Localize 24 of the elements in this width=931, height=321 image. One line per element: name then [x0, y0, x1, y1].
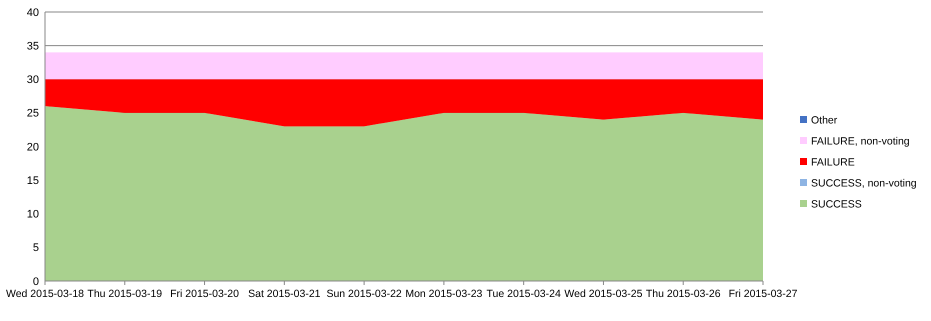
x-tick-label: Wed 2015-03-25 — [564, 288, 643, 300]
legend-label: SUCCESS — [811, 198, 862, 211]
x-tick-label: Thu 2015-03-19 — [87, 288, 162, 300]
legend-label: FAILURE — [811, 156, 855, 169]
y-tick-label: 25 — [26, 108, 39, 120]
x-tick-label: Fri 2015-03-27 — [728, 288, 798, 300]
x-tick-label: Thu 2015-03-26 — [646, 288, 721, 300]
x-tick-label: Tue 2015-03-24 — [486, 288, 561, 300]
legend-label: SUCCESS, non-voting — [811, 178, 917, 190]
legend-label: Other — [811, 114, 838, 127]
y-tick-label: 20 — [26, 141, 39, 154]
x-tick-label: Sat 2015-03-21 — [248, 288, 321, 300]
x-tick-label: Fri 2015-03-20 — [170, 288, 240, 300]
y-tick-label: 10 — [26, 208, 39, 221]
x-tick-label: Mon 2015-03-23 — [405, 288, 483, 300]
x-tick-label: Wed 2015-03-18 — [6, 288, 84, 300]
y-tick-label: 35 — [26, 40, 39, 52]
y-tick-label: 40 — [26, 6, 39, 19]
y-tick-label: 30 — [26, 74, 39, 86]
legend-label: FAILURE, non-voting — [811, 136, 910, 148]
y-tick-label: 5 — [32, 242, 39, 254]
x-tick-label: Sun 2015-03-22 — [326, 288, 402, 300]
y-tick-label: 15 — [26, 174, 39, 187]
y-tick-label: 0 — [32, 276, 39, 288]
